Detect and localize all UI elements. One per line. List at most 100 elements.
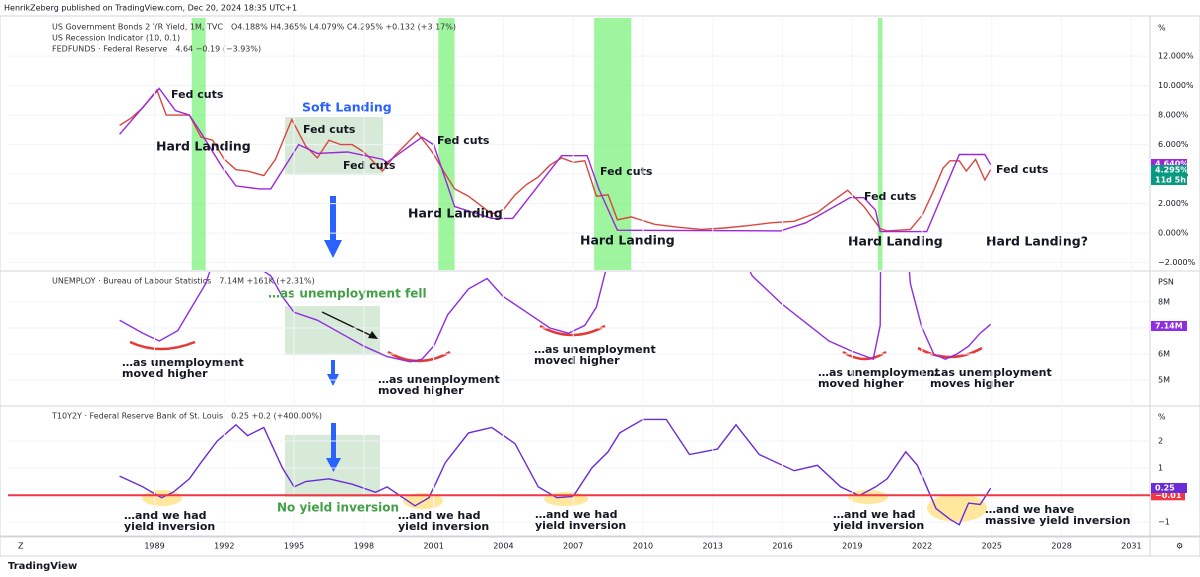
- y-tick-label: 5M: [1158, 376, 1170, 385]
- annotation: yield inversion: [535, 519, 626, 532]
- x-tick-label: 1998: [354, 542, 374, 551]
- x-tick-label: 2007: [563, 542, 583, 551]
- legend-name: FEDFUNDS · Federal Reserve: [52, 45, 167, 54]
- annotation: No yield inversion: [277, 501, 399, 515]
- recession-span: [594, 18, 632, 270]
- x-tick-label: 2031: [1121, 542, 1141, 551]
- zoom-button[interactable]: Z: [18, 542, 24, 551]
- badge: −0.01: [1155, 491, 1182, 500]
- badge: 4.640%: [1155, 160, 1188, 169]
- annotation: …and we had: [124, 509, 207, 522]
- annotation: moves higher: [930, 377, 1015, 390]
- annotation: moved higher: [534, 354, 620, 367]
- arrow-down: [326, 423, 341, 472]
- recession-span: [877, 18, 883, 270]
- x-tick-label: 2013: [703, 542, 723, 551]
- annotation: Hard Landing: [848, 234, 943, 249]
- x-tick-label: 2001: [423, 542, 443, 551]
- annotation: Hard Landing: [408, 206, 503, 221]
- annotation: moved higher: [818, 377, 904, 390]
- frame: [0, 15, 1200, 557]
- badge: 4.295%: [1155, 166, 1188, 175]
- arrow-down: [327, 360, 339, 386]
- x-tick-label: 1995: [284, 542, 304, 551]
- smile: [539, 324, 606, 337]
- badge-bg: [1151, 321, 1187, 331]
- y-tick-label: 12.000%: [1158, 52, 1194, 61]
- header: HenrikZeberg published on TradingView.co…: [4, 4, 297, 13]
- legend-readout: 7.14M +161K (+2.31%): [219, 277, 314, 286]
- series-line: [119, 88, 992, 232]
- x-tick-label: 1989: [144, 542, 164, 551]
- annotation: …as unemployment: [534, 343, 656, 356]
- pane: [8, 418, 1150, 526]
- arrow-down: [324, 196, 342, 258]
- x-tick-label: 2028: [1051, 542, 1071, 551]
- annotation: …and we have: [985, 503, 1074, 516]
- x-tick-label: 2019: [842, 542, 862, 551]
- annotation: Hard Landing: [156, 139, 251, 154]
- y-tick-label: −1: [1158, 518, 1170, 527]
- legend-readout: O4.188% H4.365% L4.079% C4.295% +0.132 (…: [231, 23, 456, 32]
- highlight: [848, 490, 888, 504]
- annotation: moved higher: [378, 384, 464, 397]
- highlight: [927, 494, 987, 522]
- settings-button[interactable]: ⚙: [1176, 542, 1183, 551]
- legend-name: US Government Bonds 2 YR Yield, 1M, TVC: [52, 23, 223, 32]
- annotation: …and we had: [535, 508, 618, 521]
- x-tick-label: 1992: [214, 542, 234, 551]
- annotation: yield inversion: [124, 520, 215, 533]
- legend-name: T10Y2Y · Federal Reserve Bank of St. Lou…: [51, 412, 223, 421]
- badge-bg: [1151, 483, 1187, 493]
- legend-name: UNEMPLOY · Bureau of Labour Statistics: [52, 277, 211, 286]
- trend-arrow-head: [368, 331, 378, 339]
- badge-bg: [1151, 175, 1187, 185]
- annotation: …as unemployment: [378, 373, 500, 386]
- smile: [129, 340, 196, 351]
- y-tick-label: 6M: [1158, 349, 1170, 358]
- footer: TradingView: [8, 561, 77, 572]
- annotation: Soft Landing: [302, 100, 392, 115]
- annotation: Fed cuts: [171, 88, 224, 101]
- badge: 7.14M: [1155, 322, 1183, 331]
- y-tick-label: 6.000%: [1158, 140, 1189, 149]
- badge: 0.25: [1155, 484, 1175, 493]
- y-tick-label: 8.000%: [1158, 111, 1189, 120]
- annotation: Fed cuts: [343, 159, 396, 172]
- y-tick-label: −2.000%: [1158, 258, 1196, 267]
- x-tick-label: 2004: [493, 542, 513, 551]
- annotation: Fed cuts: [864, 190, 917, 203]
- series-line: [119, 87, 992, 233]
- annotation: Fed cuts: [303, 123, 356, 136]
- smile: [387, 350, 451, 363]
- y-tick-label: 10.000%: [1158, 81, 1194, 90]
- unit-label: %: [1158, 413, 1166, 422]
- annotation: …as unemployment fell: [268, 287, 427, 301]
- y-tick-label: 2: [1158, 437, 1163, 446]
- unit-label: %: [1158, 24, 1166, 33]
- unit-label: PSN: [1158, 278, 1174, 287]
- badge-bg: [1151, 490, 1185, 501]
- y-tick-label: 2.000%: [1158, 199, 1189, 208]
- y-tick-label: 0.000%: [1158, 229, 1189, 238]
- annotation: moved higher: [122, 367, 208, 380]
- recession-span: [438, 18, 455, 270]
- annotation: Hard Landing: [580, 233, 675, 248]
- legend-name: US Recession Indicator (10, 0.1): [52, 34, 180, 43]
- pane: [8, 18, 1150, 270]
- annotation: Hard Landing?: [986, 234, 1088, 249]
- badge-bg: [1151, 159, 1187, 169]
- x-tick-label: 2022: [912, 542, 932, 551]
- trend-arrow: [321, 311, 375, 338]
- annotation: Fed cuts: [600, 165, 653, 178]
- series-line: [119, 272, 992, 363]
- series-line: [119, 418, 992, 526]
- annotation: yield inversion: [398, 520, 489, 533]
- annotation: yield inversion: [833, 519, 924, 532]
- legend-readout: 0.25 +0.2 (+400.00%): [231, 412, 322, 421]
- annotation: Fed cuts: [996, 163, 1049, 176]
- annotation: …and we had: [833, 508, 916, 521]
- x-tick-label: 2025: [982, 542, 1002, 551]
- y-tick-label: 1: [1158, 464, 1163, 473]
